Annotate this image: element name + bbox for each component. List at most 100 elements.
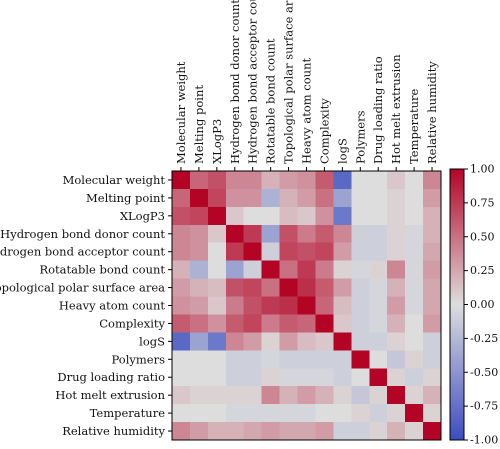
- column-label: Relative humidity: [425, 61, 439, 164]
- column-label: Temperature: [407, 88, 421, 164]
- column-label: Hot melt extrusion: [389, 54, 403, 164]
- heatmap-cell: [333, 332, 352, 351]
- heatmap-cell: [333, 314, 352, 333]
- heatmap-cell: [243, 206, 263, 226]
- heatmap-cell: [172, 314, 191, 333]
- heatmap-cell: [207, 350, 227, 369]
- heatmap-cell: [387, 314, 406, 333]
- column-label: Rotatable bond count: [264, 38, 278, 164]
- heatmap-cell: [369, 422, 388, 441]
- heatmap-cell: [369, 278, 388, 297]
- heatmap-cells: [172, 171, 442, 441]
- heatmap-cell: [405, 224, 424, 244]
- heatmap-cell: [297, 224, 316, 244]
- column-label: Topological polar surface area: [282, 0, 296, 164]
- heatmap-cell: [279, 404, 298, 423]
- row-label: Temperature: [90, 406, 166, 420]
- heatmap-cell: [315, 278, 334, 297]
- heatmap-cell: [243, 350, 263, 369]
- heatmap-cell: [225, 242, 245, 262]
- heatmap-cell: [351, 278, 370, 297]
- heatmap-cell: [279, 278, 298, 297]
- heatmap-cell: [172, 422, 191, 441]
- heatmap-cell: [369, 206, 388, 226]
- heatmap-cell: [279, 260, 298, 279]
- heatmap-cell: [261, 296, 280, 315]
- colorbar-tick-label: -0.75: [470, 400, 498, 413]
- heatmap-cell: [207, 278, 227, 297]
- heatmap-cell: [333, 296, 352, 315]
- heatmap-cell: [423, 188, 442, 208]
- heatmap-cell: [333, 242, 352, 262]
- row-label: XLogP3: [120, 209, 165, 223]
- heatmap-cell: [405, 386, 424, 405]
- heatmap-cell: [333, 368, 352, 387]
- heatmap-cell: [207, 314, 227, 333]
- heatmap-cell: [172, 206, 191, 226]
- colorbar-tick-label: 0.50: [470, 230, 495, 243]
- heatmap-cell: [189, 332, 209, 351]
- colorbar-tick-label: -0.25: [470, 332, 498, 345]
- heatmap-cell: [297, 296, 316, 315]
- heatmap-cell: [207, 422, 227, 441]
- heatmap-cell: [172, 350, 191, 369]
- heatmap-cell: [225, 314, 245, 333]
- heatmap-cell: [333, 422, 352, 441]
- heatmap-cell: [243, 278, 263, 297]
- heatmap-cell: [423, 368, 442, 387]
- heatmap-cell: [387, 350, 406, 369]
- heatmap-cell: [369, 171, 388, 190]
- heatmap-cell: [405, 368, 424, 387]
- column-label: Melting point: [192, 85, 206, 164]
- heatmap-cell: [261, 278, 280, 297]
- heatmap-cell: [225, 332, 245, 351]
- heatmap-cell: [315, 242, 334, 262]
- heatmap-cell: [207, 404, 227, 423]
- heatmap-cell: [315, 404, 334, 423]
- heatmap-cell: [172, 332, 191, 351]
- heatmap-cell: [333, 278, 352, 297]
- heatmap-cell: [172, 386, 191, 405]
- heatmap-cell: [333, 386, 352, 405]
- colorbar-tick-label: 0.75: [470, 196, 495, 209]
- heatmap-cell: [297, 242, 316, 262]
- heatmap-cell: [315, 332, 334, 351]
- heatmap-cell: [369, 242, 388, 262]
- heatmap-cell: [261, 260, 280, 279]
- heatmap-cell: [243, 422, 263, 441]
- heatmap-cell: [369, 368, 388, 387]
- heatmap-cell: [423, 260, 442, 279]
- heatmap-cell: [333, 188, 352, 208]
- heatmap-cell: [297, 404, 316, 423]
- colorbar-tick-label: 0.25: [470, 264, 495, 277]
- heatmap-cell: [351, 368, 370, 387]
- heatmap-cell: [351, 422, 370, 441]
- heatmap-cell: [315, 171, 334, 190]
- heatmap-cell: [189, 368, 209, 387]
- heatmap-cell: [297, 278, 316, 297]
- heatmap-cell: [369, 314, 388, 333]
- heatmap-cell: [423, 242, 442, 262]
- heatmap-cell: [369, 404, 388, 423]
- heatmap-cell: [189, 171, 209, 190]
- heatmap-cell: [369, 332, 388, 351]
- heatmap-cell: [315, 260, 334, 279]
- heatmap-cell: [351, 206, 370, 226]
- heatmap-cell: [297, 171, 316, 190]
- row-label: Relative humidity: [62, 424, 165, 438]
- heatmap-cell: [387, 224, 406, 244]
- heatmap-cell: [351, 386, 370, 405]
- heatmap-cell: [351, 314, 370, 333]
- heatmap-cell: [405, 171, 424, 190]
- heatmap-cell: [225, 422, 245, 441]
- colorbar-tick-label: -1.00: [470, 434, 498, 447]
- heatmap-cell: [405, 350, 424, 369]
- heatmap-cell: [243, 224, 263, 244]
- heatmap-cell: [243, 368, 263, 387]
- heatmap-cell: [279, 224, 298, 244]
- heatmap-cell: [351, 224, 370, 244]
- heatmap-cell: [243, 386, 263, 405]
- heatmap-cell: [387, 171, 406, 190]
- heatmap-cell: [279, 314, 298, 333]
- heatmap-cell: [369, 188, 388, 208]
